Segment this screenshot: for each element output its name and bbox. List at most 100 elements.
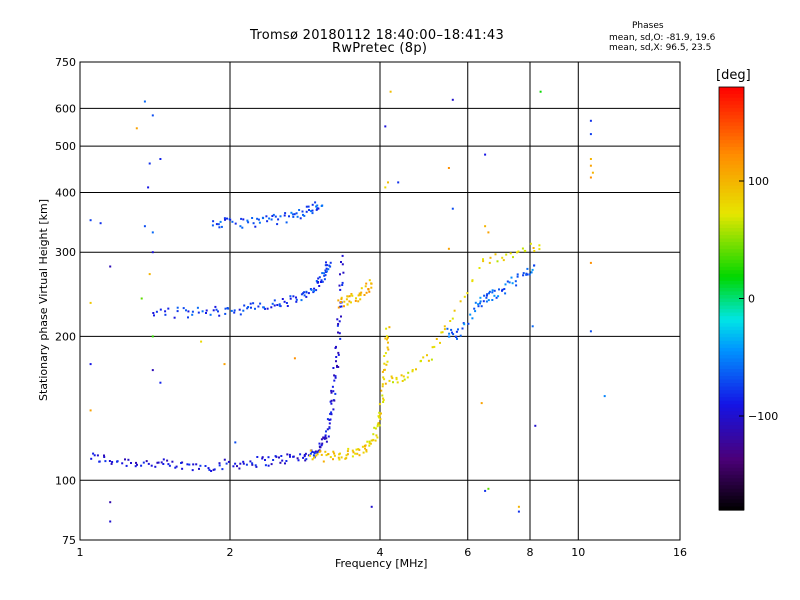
data-point	[290, 211, 293, 214]
data-point	[326, 418, 329, 421]
colorbar-segment	[719, 418, 744, 423]
data-point	[517, 510, 520, 513]
colorbar-segment	[719, 94, 744, 99]
data-point	[323, 274, 326, 277]
data-point	[160, 461, 163, 464]
data-point	[516, 273, 519, 276]
data-point	[529, 242, 532, 245]
data-point	[603, 395, 606, 398]
data-point	[334, 392, 337, 395]
data-point	[164, 310, 167, 313]
data-point	[340, 315, 342, 318]
data-point	[164, 313, 167, 316]
data-point	[526, 267, 529, 270]
data-point	[234, 441, 237, 444]
data-point	[288, 453, 291, 456]
colorbar-unit: [deg]	[716, 68, 751, 83]
data-point	[271, 215, 274, 217]
data-point	[292, 215, 295, 218]
data-point	[299, 453, 302, 456]
data-point	[337, 323, 340, 325]
data-point	[522, 274, 525, 277]
data-point	[501, 289, 503, 292]
data-point	[378, 424, 381, 427]
data-point	[317, 277, 320, 280]
colorbar-segment	[719, 210, 744, 215]
data-point	[310, 288, 313, 291]
data-point	[358, 454, 361, 457]
data-point	[324, 450, 327, 453]
data-point	[346, 303, 349, 306]
data-point	[497, 295, 500, 298]
data-point	[351, 455, 354, 458]
data-point	[159, 308, 162, 311]
data-point	[450, 328, 453, 331]
colorbar-segment	[719, 146, 744, 152]
data-point	[474, 310, 477, 313]
colorbar-segment	[719, 164, 744, 169]
data-point	[279, 215, 282, 218]
data-point	[411, 369, 414, 371]
data-point	[334, 347, 337, 349]
data-point	[325, 270, 328, 273]
colorbar-segment	[719, 421, 744, 427]
data-point	[493, 294, 496, 297]
data-point	[311, 209, 314, 212]
data-point	[108, 460, 111, 462]
data-point	[325, 267, 328, 270]
data-point	[368, 444, 371, 447]
data-point	[469, 313, 472, 316]
data-point	[387, 341, 389, 344]
data-point	[217, 223, 220, 226]
data-point	[315, 454, 318, 457]
colorbar-segment	[719, 238, 744, 243]
data-point	[459, 300, 462, 303]
data-point	[249, 460, 252, 463]
data-point	[258, 221, 261, 224]
data-point	[354, 299, 357, 302]
data-point	[98, 460, 101, 463]
colorbar-segment	[719, 400, 744, 405]
data-point	[303, 214, 306, 217]
data-point	[534, 424, 537, 427]
data-point	[361, 445, 364, 448]
data-point	[151, 231, 154, 234]
data-point	[227, 460, 230, 463]
data-point	[346, 295, 349, 298]
data-point	[345, 298, 348, 301]
data-point	[292, 295, 295, 298]
colorbar-segment	[719, 101, 744, 106]
data-point	[367, 288, 370, 291]
data-point	[493, 289, 496, 292]
data-point	[494, 253, 497, 256]
data-point	[304, 452, 307, 455]
data-point	[261, 456, 264, 459]
data-point	[311, 458, 314, 461]
colorbar-segment	[719, 393, 744, 398]
data-point	[175, 465, 178, 468]
colorbar-segment	[719, 305, 744, 310]
data-point	[359, 298, 362, 301]
data-point	[199, 464, 202, 467]
data-point	[308, 209, 310, 211]
data-point	[246, 307, 249, 310]
data-point	[463, 323, 466, 326]
data-point	[339, 337, 342, 340]
data-point	[348, 295, 351, 298]
data-point	[388, 379, 391, 382]
data-point	[313, 456, 315, 459]
data-point	[337, 351, 340, 354]
data-point	[232, 465, 235, 468]
data-point	[321, 272, 324, 275]
data-point	[338, 458, 341, 461]
data-point	[328, 426, 331, 429]
data-point	[211, 224, 214, 227]
data-point	[525, 272, 528, 275]
data-point	[278, 303, 281, 306]
data-point	[479, 296, 482, 299]
colorbar-segment	[719, 161, 744, 166]
data-point	[104, 460, 107, 463]
colorbar-segment	[719, 171, 744, 176]
data-point	[368, 442, 371, 445]
grid-lines	[80, 62, 680, 540]
